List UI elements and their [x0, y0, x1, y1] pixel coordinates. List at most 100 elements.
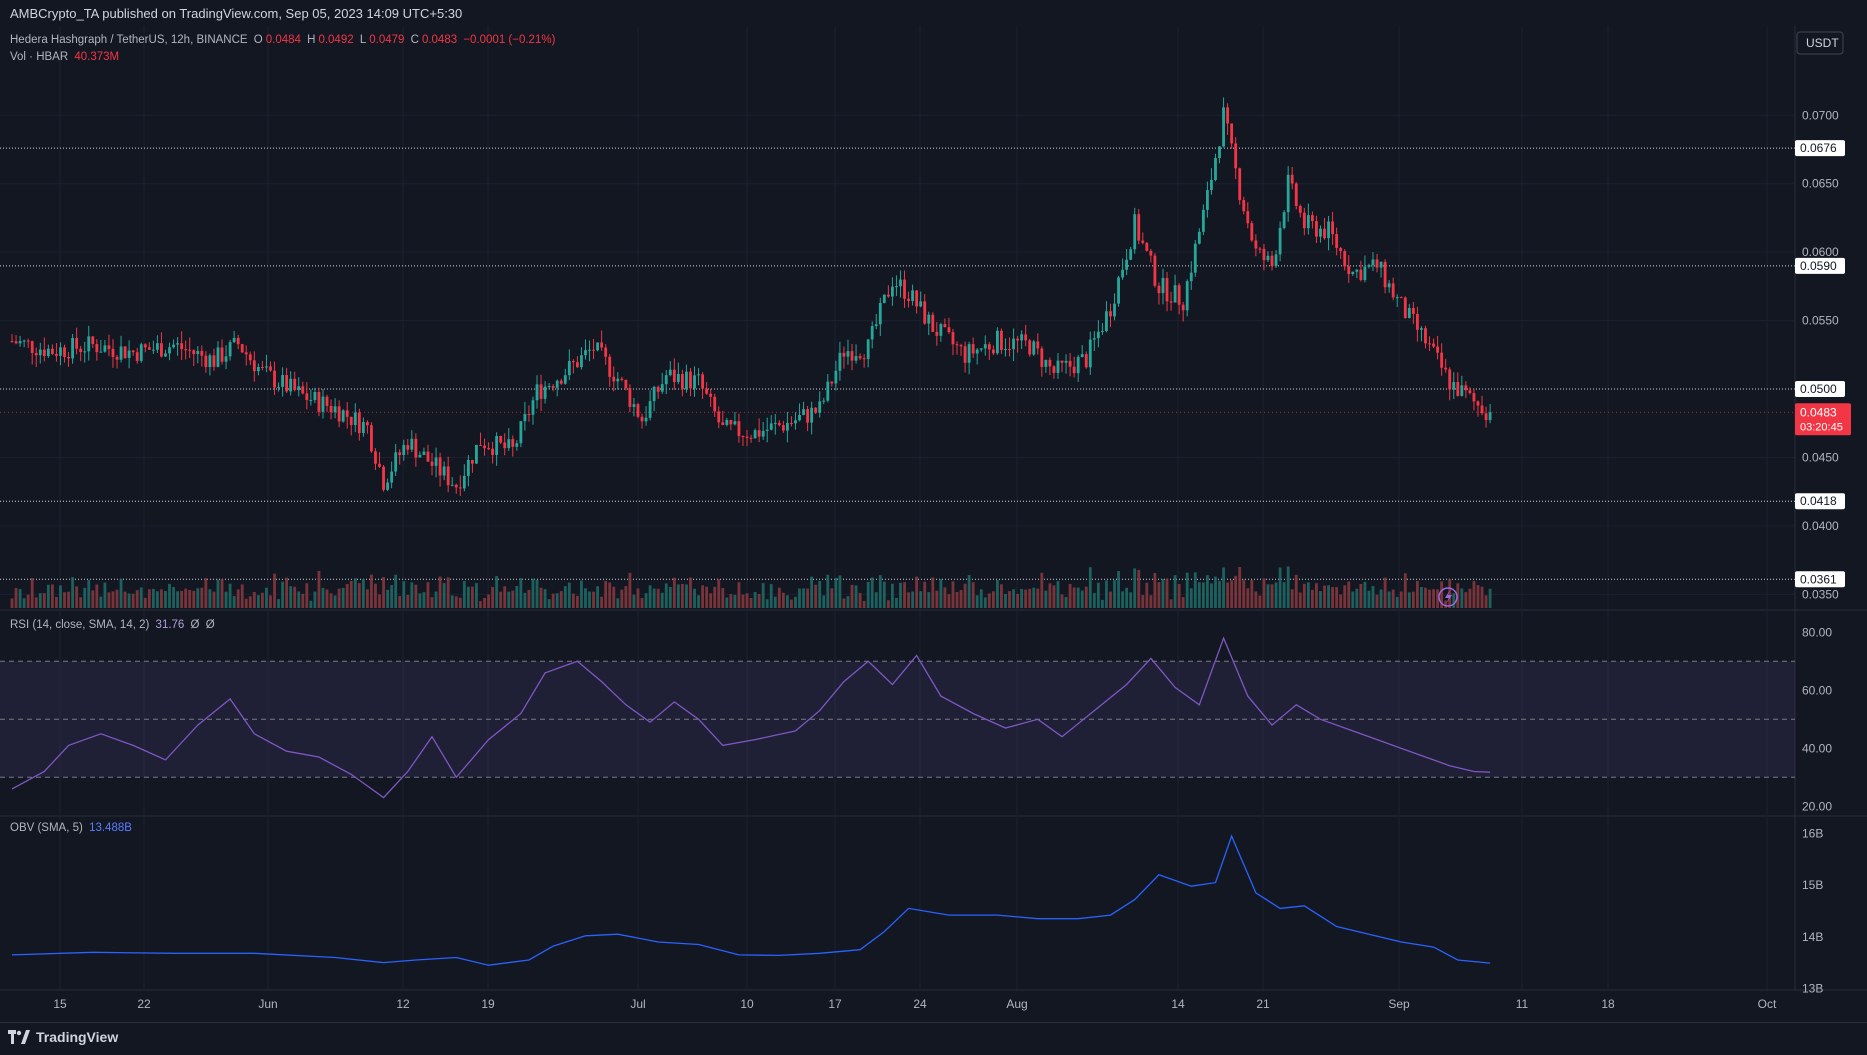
high-value: 0.0492 [318, 34, 354, 46]
volume-bar [374, 583, 377, 608]
candle-body [1468, 390, 1472, 394]
volume-bar [1306, 582, 1310, 608]
candle-body [143, 344, 147, 348]
volume-bar [1472, 581, 1476, 608]
level-label-box [1795, 381, 1845, 398]
volume-bar [1141, 595, 1145, 608]
candle-body [390, 471, 394, 483]
rsi-label[interactable]: RSI (14, close, SMA, 14, 2) [10, 619, 150, 631]
candle-body [620, 378, 624, 380]
volume-bar [410, 582, 414, 608]
volume-bar [357, 583, 361, 608]
candle-body [842, 352, 846, 357]
level-label: 0.0361 [1800, 572, 1837, 586]
rsi-tick-label: 80.00 [1802, 625, 1832, 639]
candle-body [470, 459, 474, 464]
candle-body [1226, 107, 1230, 124]
candle-body [1424, 328, 1427, 344]
volume-label[interactable]: Vol · HBAR [10, 51, 69, 63]
price-tick-label: 0.0700 [1802, 108, 1839, 122]
x-tick-label: Jul [630, 997, 645, 1011]
volume-bar [293, 586, 297, 608]
candle-body [1315, 221, 1318, 237]
volume-bar [1456, 583, 1460, 608]
volume-bar [911, 591, 915, 608]
volume-bar [212, 591, 216, 608]
candle-body [995, 330, 999, 354]
candle-body [244, 352, 248, 355]
volume-bar [608, 582, 612, 608]
candle-body [547, 386, 551, 388]
volume-bar [265, 587, 268, 608]
volume-bar [285, 577, 289, 608]
volume-bar [26, 594, 30, 608]
volume-bar [1448, 579, 1452, 608]
x-tick-label: Oct [1758, 997, 1777, 1011]
rsi-extra-2: Ø [205, 619, 215, 631]
volume-bar [689, 577, 692, 608]
candle-body [628, 388, 632, 407]
volume-bar [1331, 587, 1335, 608]
tradingview-logo[interactable]: TradingView [8, 1029, 118, 1045]
volume-bar [612, 586, 616, 608]
volume-bar [1375, 594, 1379, 608]
volume-bar [749, 597, 753, 608]
volume-bar [406, 594, 410, 608]
candle-body [608, 356, 612, 377]
volume-bar [1436, 589, 1440, 608]
volume-bar [1036, 588, 1040, 608]
candle-body [155, 343, 159, 350]
volume-bar [1169, 599, 1173, 608]
volume-bar [539, 587, 543, 608]
volume-bar [256, 595, 260, 608]
symbol-title[interactable]: Hedera Hashgraph / TetherUS, 12h, BINANC… [10, 34, 248, 46]
volume-bar [55, 597, 58, 608]
volume-bar [38, 593, 42, 608]
candle-body [624, 379, 628, 389]
candle-body [1141, 240, 1145, 243]
candle-body [790, 422, 793, 424]
candle-body [689, 371, 692, 389]
volume-bar [491, 586, 495, 608]
candle-body [1173, 285, 1177, 303]
candle-body [333, 406, 337, 413]
candle-body [248, 354, 252, 361]
volume-bar [951, 581, 955, 608]
volume-bar [955, 592, 959, 608]
candle-body [1088, 339, 1092, 368]
candle-body [382, 466, 385, 490]
volume-bar [1048, 583, 1052, 608]
obv-label[interactable]: OBV (SMA, 5) [10, 822, 83, 834]
volume-bar [1084, 586, 1088, 608]
candle-body [1129, 249, 1133, 260]
volume-bar [810, 576, 814, 608]
candle-body [858, 356, 862, 359]
candle-body [1254, 240, 1258, 249]
candle-body [386, 482, 390, 490]
volume-bar [680, 583, 684, 608]
candle-body [1064, 360, 1068, 363]
volume-bar [240, 584, 244, 608]
candle-body [95, 344, 99, 353]
volume-bar [826, 574, 830, 608]
candle-body [1399, 297, 1403, 299]
volume-bar [1428, 589, 1431, 608]
candle-body [975, 349, 979, 354]
candle-body [42, 349, 46, 356]
candle-body [1000, 330, 1003, 350]
volume-bar [1012, 589, 1015, 608]
candle-body [652, 386, 656, 402]
volume-bar [1092, 593, 1096, 608]
x-tick-label: 22 [137, 997, 151, 1011]
volume-bar [260, 592, 264, 608]
volume-bar [248, 596, 252, 608]
volume-bar [523, 592, 527, 608]
volume-bar [1395, 596, 1399, 608]
price-tick-label: 0.0650 [1802, 177, 1839, 191]
volume-bar [321, 587, 325, 608]
rsi-tick-label: 20.00 [1802, 799, 1832, 813]
candle-body [1387, 283, 1391, 288]
candle-body [1109, 311, 1112, 317]
volume-bar [725, 597, 729, 608]
